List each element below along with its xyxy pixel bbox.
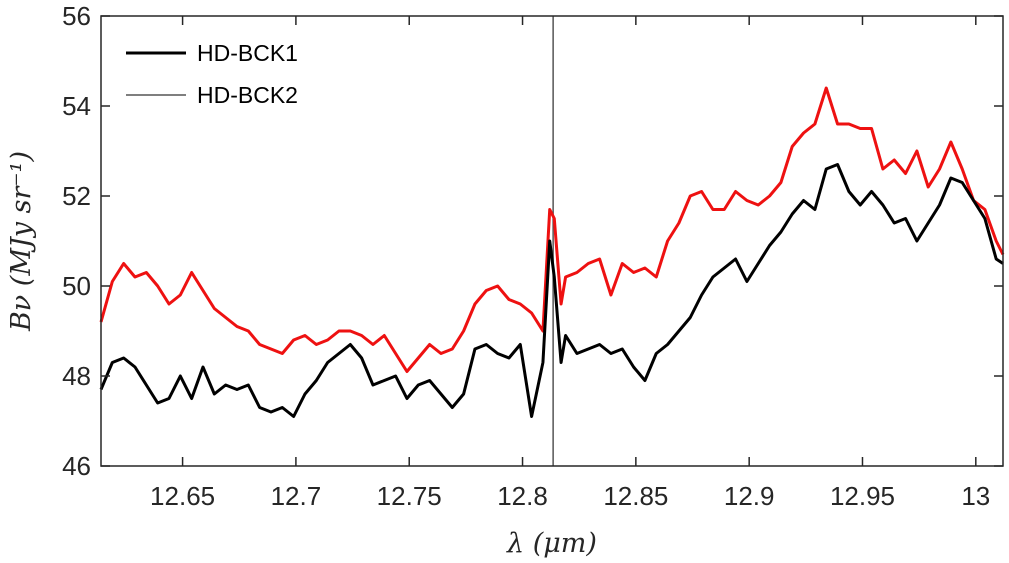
y-tick-label: 52 [62,181,91,211]
x-tick-label: 12.8 [497,481,548,511]
y-tick-label: 48 [62,361,91,391]
y-tick-label: 46 [62,451,91,481]
y-tick-label: 54 [62,91,91,121]
x-axis-label: λ (μm) [506,528,597,559]
x-tick-label: 12.85 [603,481,668,511]
x-tick-label: 12.95 [830,481,895,511]
plot-frame [100,15,1004,467]
y-axis: 46 48 50 52 54 56 [62,1,1003,481]
legend-box [112,26,342,122]
legend-label-hd-bck1: HD-BCK1 [197,40,298,66]
series-line-hd-bck1 [99,163,1004,418]
y-tick-label: 56 [62,1,91,31]
y-tick-label: 50 [62,271,91,301]
x-tick-label: 12.9 [724,481,775,511]
y-axis-label: Bν (MJy sr⁻¹) [6,151,37,332]
legend: HD-BCK1 HD-BCK2 [112,26,342,122]
x-tick-label: 12.75 [377,481,442,511]
x-tick-label: 12.65 [150,481,215,511]
series-layer [99,16,1005,466]
x-tick-label: 12.7 [271,481,322,511]
legend-label-hd-bck2: HD-BCK2 [197,82,298,108]
series-line-unnamed-red [99,86,1005,373]
x-axis: 12.65 12.7 12.75 12.8 12.85 12.9 12.95 13 [150,16,990,511]
x-tick-label: 13 [961,481,990,511]
